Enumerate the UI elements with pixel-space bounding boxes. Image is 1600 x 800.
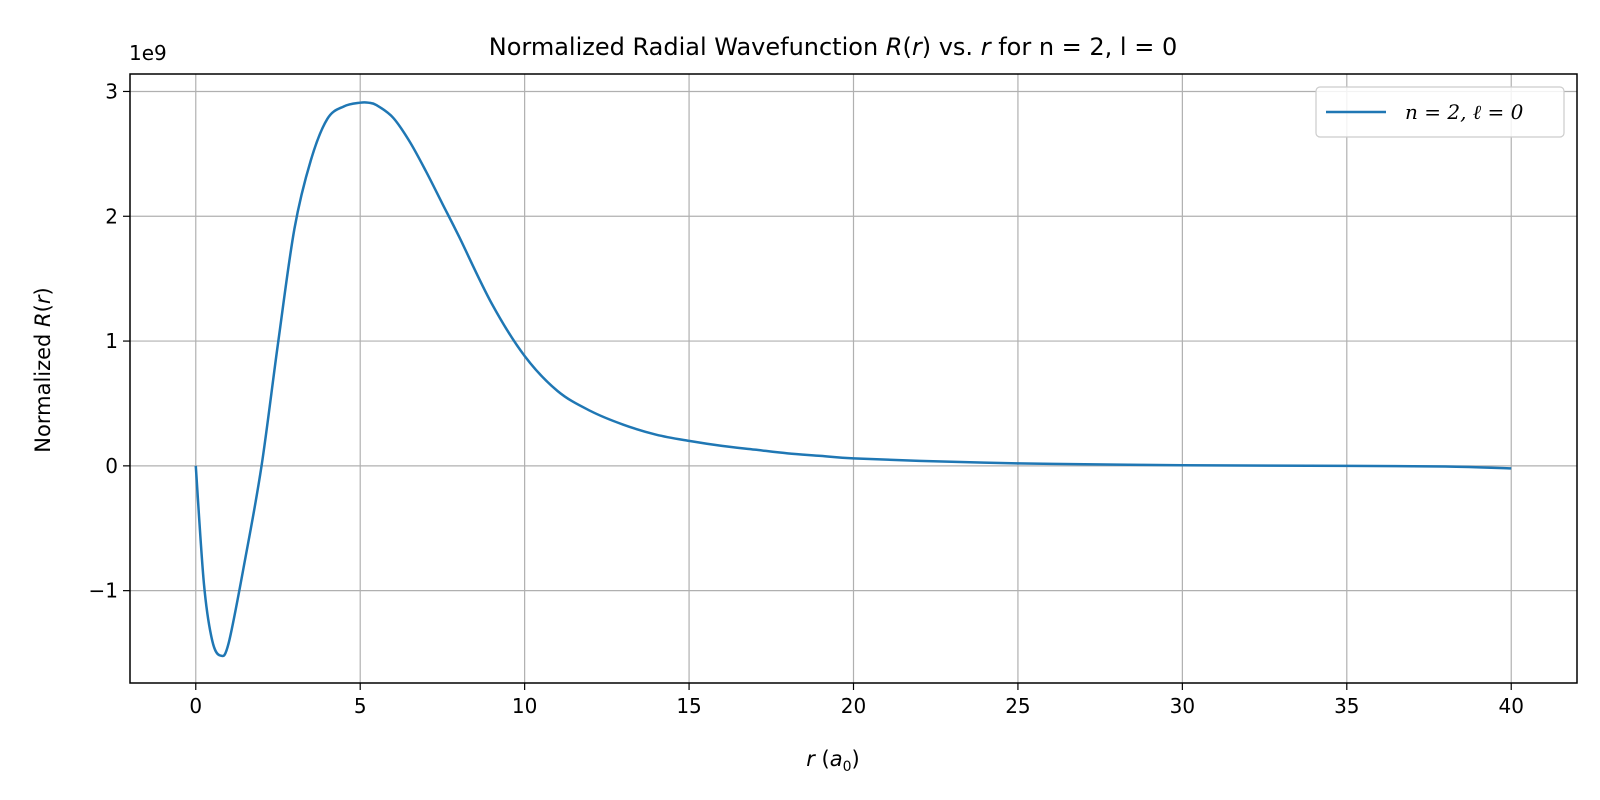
grid bbox=[130, 74, 1577, 683]
series-line bbox=[194, 101, 1512, 658]
y-tick-label: 2 bbox=[105, 204, 118, 228]
x-tick-label: 20 bbox=[841, 694, 866, 718]
chart-title: Normalized Radial Wavefunction R(r) vs. … bbox=[489, 33, 1177, 61]
legend-label: n = 2, ℓ = 0 bbox=[1405, 100, 1524, 124]
legend: n = 2, ℓ = 0 bbox=[1315, 86, 1565, 138]
x-tick-label: 40 bbox=[1499, 694, 1524, 718]
y-tick-label: 1 bbox=[105, 329, 118, 353]
y-tick-label: 3 bbox=[105, 79, 118, 103]
x-tick-label: 0 bbox=[189, 694, 202, 718]
y-tick-label: 0 bbox=[105, 454, 118, 478]
x-axis-ticks: 0 5 10 15 20 25 30 35 40 bbox=[189, 683, 1524, 718]
legend-box bbox=[1315, 86, 1565, 138]
y-tick-label: −1 bbox=[89, 579, 118, 603]
y-offset-label: 1e9 bbox=[129, 41, 167, 65]
x-tick-label: 10 bbox=[512, 694, 537, 718]
y-axis-label: Normalized R(r) bbox=[31, 287, 55, 452]
x-tick-label: 30 bbox=[1170, 694, 1195, 718]
y-axis-ticks: −1 0 1 2 3 bbox=[89, 79, 130, 603]
x-tick-label: 15 bbox=[676, 694, 701, 718]
x-tick-label: 35 bbox=[1334, 694, 1359, 718]
x-tick-label: 5 bbox=[354, 694, 367, 718]
x-axis-label: r (a0) bbox=[806, 747, 860, 775]
x-tick-label: 25 bbox=[1005, 694, 1030, 718]
